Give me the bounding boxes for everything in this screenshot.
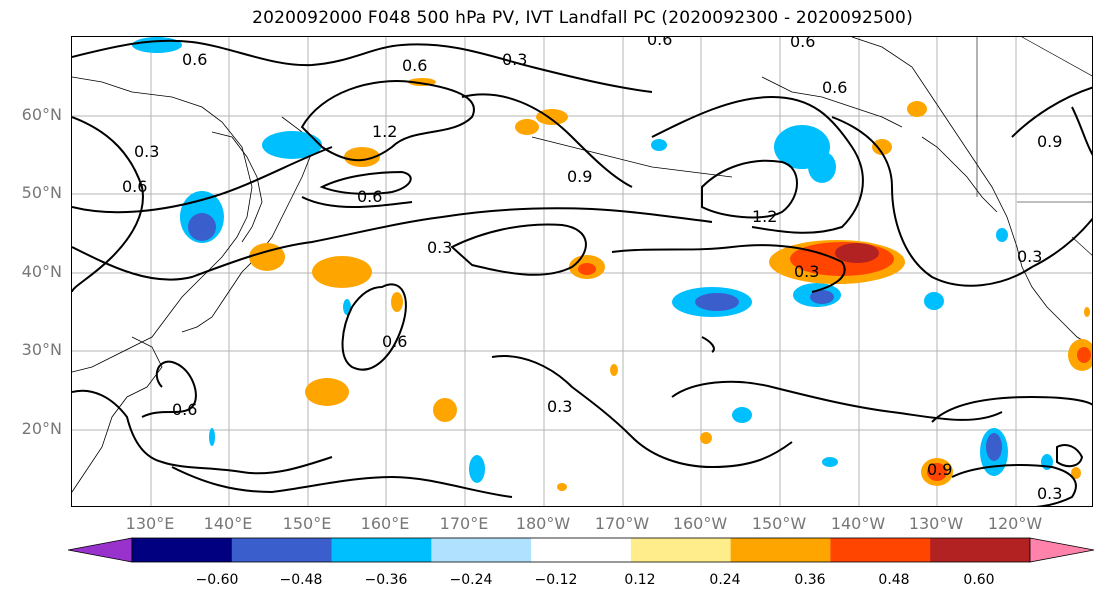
colorbar-tick: 0.12 xyxy=(624,572,656,588)
lon-label: 170°W xyxy=(594,514,650,533)
lon-label: 160°W xyxy=(672,514,728,533)
colorbar-box xyxy=(331,538,432,562)
pv-contours xyxy=(72,39,1092,506)
lon-label: 150°W xyxy=(751,514,807,533)
contour-label: 0.6 xyxy=(357,187,382,206)
colorbar-extend-low xyxy=(68,537,133,563)
colorbar-tick: −0.48 xyxy=(279,572,323,588)
contour-label: 0.3 xyxy=(502,50,527,69)
contour-label: 0.3 xyxy=(794,262,819,281)
colorbar-box xyxy=(431,538,532,562)
borders xyxy=(976,37,1092,256)
colorbar xyxy=(68,537,1095,563)
contour-label: 0.6 xyxy=(182,50,207,69)
map-panel: 0.6 0.6 0.6 0.6 0.3 1.2 0.6 0.9 0.9 0.6 … xyxy=(71,36,1093,507)
colorbar-box xyxy=(630,538,732,562)
colorbar-tick: −0.12 xyxy=(534,572,578,588)
contour-label: 0.3 xyxy=(1037,484,1062,503)
lon-label: 160°E xyxy=(360,514,410,533)
lon-label: 140°E xyxy=(203,514,253,533)
colorbar-box xyxy=(531,538,632,562)
lon-label: 170°E xyxy=(439,514,489,533)
colorbar-tick: 0.60 xyxy=(963,572,995,588)
contour-label: 0.6 xyxy=(647,37,672,49)
contour-label: 1.2 xyxy=(752,207,777,226)
lat-label: 50°N xyxy=(21,183,62,202)
contour-label: 0.3 xyxy=(427,238,452,257)
contour-label: 0.3 xyxy=(1017,247,1042,266)
lon-label: 130°E xyxy=(125,514,175,533)
colorbar-extend-high xyxy=(1029,537,1095,563)
colorbar-tick: 0.36 xyxy=(794,572,826,588)
lat-label: 40°N xyxy=(21,262,62,281)
colorbar-box xyxy=(231,538,333,562)
coastlines xyxy=(72,37,1092,493)
contour-label: 0.6 xyxy=(402,56,427,75)
colorbar-boxes xyxy=(131,537,1031,563)
chart-title: 2020092000 F048 500 hPa PV, IVT Landfall… xyxy=(252,8,913,28)
contour-label: 0.6 xyxy=(382,332,407,351)
lon-label: 140°W xyxy=(830,514,886,533)
contour-label: 0.3 xyxy=(134,142,159,161)
colorbar-tick: −0.60 xyxy=(195,572,239,588)
lon-label: 180°W xyxy=(515,514,571,533)
lon-label: 130°W xyxy=(908,514,964,533)
pv-shading xyxy=(132,37,1092,491)
colorbar-tick: 0.24 xyxy=(709,572,741,588)
lat-label: 20°N xyxy=(21,419,62,438)
map-svg: 0.6 0.6 0.6 0.6 0.3 1.2 0.6 0.9 0.9 0.6 … xyxy=(72,37,1092,506)
contour-label: 0.9 xyxy=(1037,132,1062,151)
lat-label: 30°N xyxy=(21,340,62,359)
colorbar-tick: −0.36 xyxy=(364,572,408,588)
lon-label: 120°W xyxy=(987,514,1043,533)
colorbar-tick: 0.48 xyxy=(878,572,910,588)
contour-label: 0.6 xyxy=(122,177,147,196)
colorbar-box xyxy=(830,538,931,562)
contour-label: 0.6 xyxy=(172,400,197,419)
colorbar-box xyxy=(730,538,831,562)
colorbar-box xyxy=(930,538,1031,562)
contour-label: 0.9 xyxy=(567,167,592,186)
colorbar-tick: −0.24 xyxy=(449,572,493,588)
contour-labels: 0.6 0.6 0.6 0.6 0.3 1.2 0.6 0.9 0.9 0.6 … xyxy=(122,37,1062,503)
lat-label: 60°N xyxy=(21,105,62,124)
colorbar-box xyxy=(132,538,233,562)
contour-label: 0.9 xyxy=(927,460,952,479)
contour-label: 0.3 xyxy=(547,397,572,416)
contour-label: 0.6 xyxy=(822,78,847,97)
contour-label: 0.6 xyxy=(790,37,815,51)
contour-label: 1.2 xyxy=(372,122,397,141)
lon-label: 150°E xyxy=(282,514,332,533)
